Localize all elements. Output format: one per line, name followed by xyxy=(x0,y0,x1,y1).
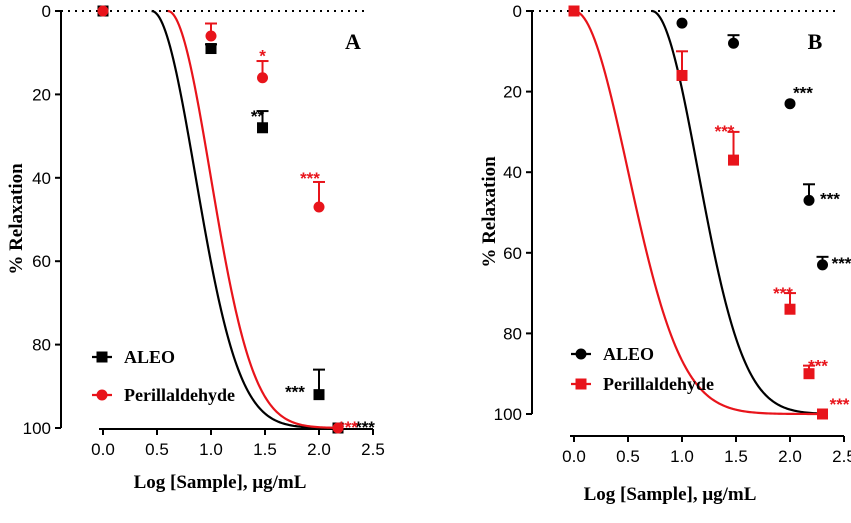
data-point xyxy=(205,43,217,55)
panel-a: 0 20 40 60 80 100 0.0 0.5 1.0 1.5 2.0 2.5 Log [Sampl… xyxy=(6,2,385,493)
data-point xyxy=(803,194,815,206)
data-point xyxy=(803,368,815,380)
significance-label: *** xyxy=(793,84,813,103)
y-tick-label: 100 xyxy=(23,419,51,438)
y-tick-label: 80 xyxy=(503,324,522,343)
significance-label: *** xyxy=(832,254,851,273)
data-point xyxy=(257,72,269,84)
legend-label: ALEO xyxy=(603,344,654,364)
significance-label: *** xyxy=(830,395,850,414)
data-point xyxy=(568,5,580,17)
legend-marker xyxy=(96,351,108,363)
legend-marker xyxy=(575,348,587,360)
significance-label: *** xyxy=(715,122,735,141)
x-tick-label: 2.5 xyxy=(832,447,851,466)
significance-label: *** xyxy=(338,418,358,437)
legend-marker xyxy=(575,378,587,390)
significance-label: *** xyxy=(773,284,793,303)
fit-curve-0 xyxy=(151,9,338,430)
data-point xyxy=(817,259,829,271)
x-tick-label: 0.0 xyxy=(562,447,586,466)
y-tick-label: 40 xyxy=(32,169,51,188)
fit-curve-1 xyxy=(167,9,338,429)
y-tick-label: 40 xyxy=(503,163,522,182)
legend-label: Perillaldehyde xyxy=(603,374,714,394)
x-tick-label: 2.0 xyxy=(778,447,802,466)
significance-label: *** xyxy=(285,383,305,402)
data-point xyxy=(313,389,325,401)
y-tick-label: 100 xyxy=(494,405,522,424)
legend-marker xyxy=(96,389,108,401)
x-tick-label: 0.5 xyxy=(145,440,169,459)
y-tick-label: 20 xyxy=(503,83,522,102)
x-tick-label: 0.0 xyxy=(91,440,115,459)
x-tick-label: 1.0 xyxy=(670,447,694,466)
data-point xyxy=(313,201,325,213)
y-tick-label: 60 xyxy=(503,244,522,263)
data-point xyxy=(728,37,740,49)
data-point xyxy=(97,5,109,17)
data-point xyxy=(784,98,796,110)
data-point xyxy=(332,422,344,434)
x-tick-label: 0.5 xyxy=(616,447,640,466)
significance-label: ** xyxy=(251,107,265,126)
x-axis-title: Log [Sample], μg/mL xyxy=(584,484,757,505)
panel-letter: B xyxy=(808,29,823,54)
x-tick-label: 1.0 xyxy=(199,440,223,459)
significance-label: *** xyxy=(300,169,320,188)
data-point xyxy=(676,17,688,29)
data-point xyxy=(728,154,740,166)
data-point xyxy=(784,303,796,315)
legend-label: Perillaldehyde xyxy=(124,385,235,405)
y-tick-label: 0 xyxy=(513,2,522,21)
significance-label: * xyxy=(259,47,266,66)
panel-b: 0 20 40 60 80 100 0.0 0.5 1.0 1.5 2.0 2.5 Log [Sampl… xyxy=(479,2,851,505)
fit-curve-1 xyxy=(573,9,823,416)
x-tick-label: 1.5 xyxy=(253,440,277,459)
y-tick-label: 60 xyxy=(32,252,51,271)
x-tick-label: 2.0 xyxy=(307,440,331,459)
x-tick-label: 1.5 xyxy=(724,447,748,466)
y-axis-title: % Relaxation xyxy=(6,163,27,275)
data-point xyxy=(205,30,217,42)
significance-label: *** xyxy=(808,357,828,376)
x-tick-label: 2.5 xyxy=(361,440,385,459)
legend-label: ALEO xyxy=(124,347,175,367)
y-tick-label: 0 xyxy=(42,2,51,21)
data-point xyxy=(257,122,269,134)
y-axis-title: % Relaxation xyxy=(479,156,500,268)
data-point xyxy=(676,69,688,81)
significance-label: *** xyxy=(355,418,375,437)
x-axis-title: Log [Sample], μg/mL xyxy=(134,472,307,493)
y-tick-label: 80 xyxy=(32,336,51,355)
y-tick-label: 20 xyxy=(32,85,51,104)
significance-label: *** xyxy=(820,189,840,208)
data-point xyxy=(817,408,829,420)
panel-letter: A xyxy=(345,29,361,54)
